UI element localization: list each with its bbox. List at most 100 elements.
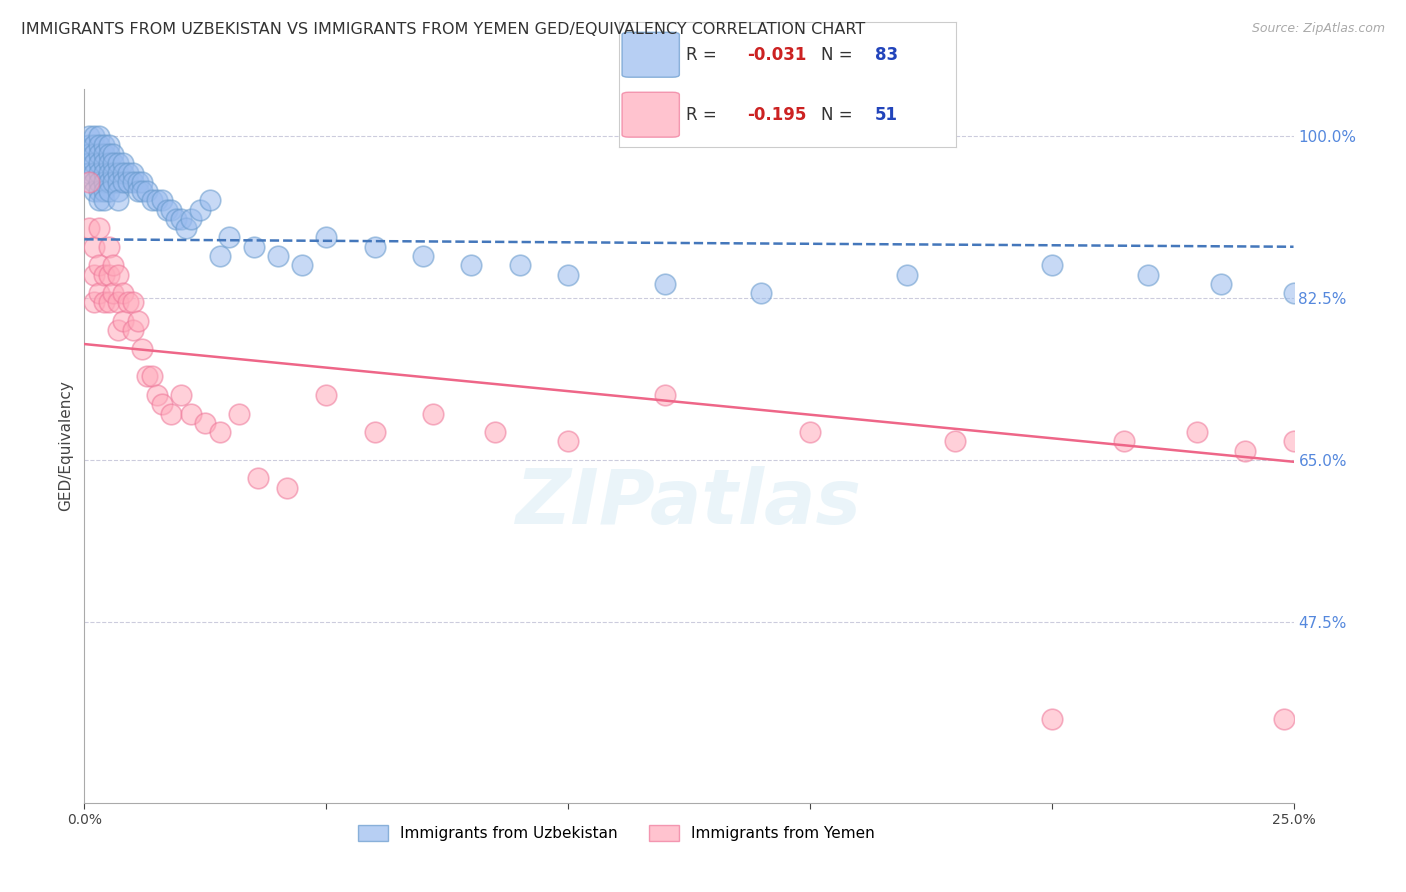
Point [83,137,105,152]
Point [87,147,110,161]
Point [291,258,314,272]
Point [276,481,298,495]
Text: ZIPatlas: ZIPatlas [516,467,862,540]
Point [87,128,110,143]
Point [315,388,337,402]
Point [103,147,125,161]
Point [87,166,110,180]
Point [247,471,270,485]
Point [107,175,129,189]
Point [83,175,105,189]
Point [97,137,120,152]
Point [77,137,100,152]
Point [412,249,434,263]
Point [87,175,110,189]
Point [97,166,120,180]
Point [150,397,173,411]
Point [83,128,105,143]
Point [1040,712,1063,726]
Point [93,295,115,310]
Point [190,202,212,217]
Point [87,184,110,198]
Y-axis label: GED/Equivalency: GED/Equivalency [58,381,73,511]
Point [77,156,100,170]
Point [208,425,231,439]
Point [87,194,110,208]
Text: -0.031: -0.031 [747,45,806,63]
Point [93,184,115,198]
Point [228,407,250,421]
Point [93,147,115,161]
Point [363,240,385,254]
Point [117,295,139,310]
Point [1282,434,1305,449]
Point [180,407,202,421]
Point [218,230,240,244]
Point [136,184,159,198]
Point [103,166,125,180]
Text: -0.195: -0.195 [747,106,806,124]
Point [83,240,105,254]
Point [150,194,173,208]
Point [117,175,139,189]
Point [77,175,100,189]
Point [198,194,221,208]
Text: 83: 83 [875,45,898,63]
Point [97,156,120,170]
Point [77,166,100,180]
Point [107,268,129,282]
Point [141,194,163,208]
Point [1137,268,1160,282]
Point [117,166,139,180]
Point [112,314,135,328]
Point [83,166,105,180]
Point [1209,277,1232,291]
Point [83,156,105,170]
Point [460,258,482,272]
Point [107,184,129,198]
Point [107,295,129,310]
Point [136,369,159,384]
Point [557,268,579,282]
Point [208,249,231,263]
Point [121,295,143,310]
Point [112,175,135,189]
Point [943,434,966,449]
Point [242,240,264,254]
Point [97,268,120,282]
Point [654,277,676,291]
Point [97,184,120,198]
Point [315,230,337,244]
Point [93,166,115,180]
Point [160,407,183,421]
Point [127,184,149,198]
Point [422,407,444,421]
Point [146,388,169,402]
Point [87,286,110,301]
Point [509,258,531,272]
Text: 51: 51 [875,106,898,124]
Point [654,388,676,402]
Point [121,175,143,189]
Point [83,295,105,310]
Point [194,416,217,430]
Point [103,175,125,189]
Point [170,388,193,402]
Point [93,156,115,170]
Point [131,184,153,198]
Point [83,147,105,161]
Text: N =: N = [821,45,852,63]
Point [896,268,918,282]
Point [1272,712,1295,726]
Point [83,184,105,198]
Point [112,166,135,180]
Text: IMMIGRANTS FROM UZBEKISTAN VS IMMIGRANTS FROM YEMEN GED/EQUIVALENCY CORRELATION : IMMIGRANTS FROM UZBEKISTAN VS IMMIGRANTS… [21,22,865,37]
Point [267,249,290,263]
Point [93,175,115,189]
Point [121,166,143,180]
FancyBboxPatch shape [621,32,679,78]
Point [1040,258,1063,272]
Point [87,156,110,170]
Point [87,221,110,235]
Point [127,314,149,328]
